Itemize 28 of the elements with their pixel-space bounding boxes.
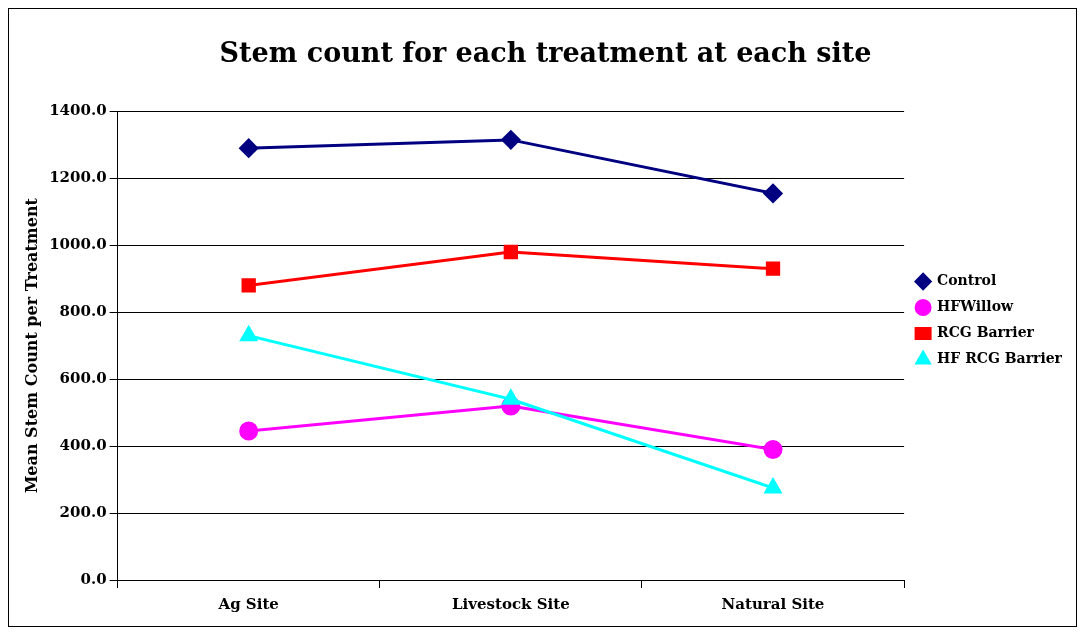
point: [501, 130, 521, 150]
x-tick-label: Ag Site: [217, 594, 279, 613]
y-tick-label: 800.0: [59, 302, 107, 321]
y-tick-label: 1400.0: [49, 101, 107, 120]
point: [502, 389, 520, 405]
point: [241, 278, 256, 293]
y-tick-label: 600.0: [59, 369, 107, 388]
y-axis-title: Mean Stem Count per Treatment: [21, 197, 41, 494]
point: [763, 183, 783, 203]
y-tick-label: 400.0: [59, 436, 107, 454]
point: [765, 261, 781, 276]
legend-label: Control: [937, 272, 997, 289]
point: [239, 421, 259, 441]
y-tick-label: 0.0: [80, 569, 107, 588]
legend-label: HF RCG Barrier: [937, 350, 1063, 367]
legend-label: HFWillow: [937, 298, 1015, 315]
point: [503, 244, 519, 260]
point: [763, 439, 783, 459]
chart-title: Stem count for each treatment at each site: [219, 37, 872, 69]
legend-label: RCG Barrier: [937, 324, 1035, 341]
x-tick-label: Livestock Site: [452, 594, 570, 613]
x-tick-label: Natural Site: [721, 594, 825, 613]
y-tick-label: 200.0: [59, 502, 107, 521]
point: [239, 138, 259, 158]
y-tick-label: 1000.0: [49, 235, 107, 254]
point: [240, 326, 258, 342]
y-tick-label: 1200.0: [49, 168, 107, 187]
point: [764, 478, 782, 494]
